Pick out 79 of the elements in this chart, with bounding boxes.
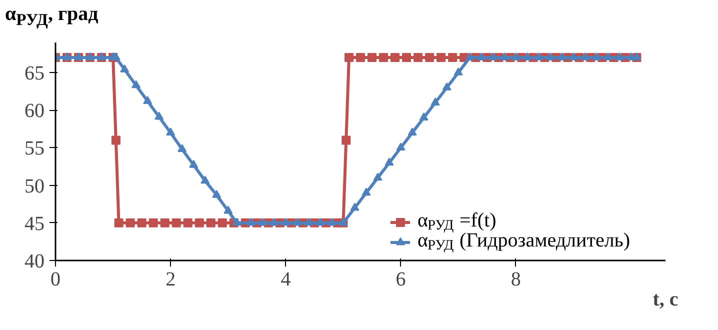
point <box>396 142 406 151</box>
point <box>603 52 612 60</box>
point <box>614 52 624 60</box>
point <box>476 52 486 60</box>
point <box>522 52 532 60</box>
point <box>580 52 590 60</box>
point <box>292 218 302 226</box>
point <box>327 218 336 226</box>
point <box>246 218 256 226</box>
point <box>342 136 351 145</box>
point <box>111 52 120 60</box>
x-tick-label: 6 <box>396 268 406 290</box>
point <box>143 96 152 104</box>
point <box>111 136 120 145</box>
point <box>368 53 377 62</box>
point <box>557 52 566 60</box>
point <box>114 218 124 228</box>
point <box>154 112 164 120</box>
point <box>160 218 170 228</box>
point <box>454 67 463 76</box>
point <box>132 80 141 88</box>
point <box>500 52 509 60</box>
point <box>212 190 222 198</box>
point <box>172 218 181 228</box>
y-tick-label: 45 <box>24 212 44 235</box>
point <box>200 176 210 184</box>
point <box>592 52 601 60</box>
point <box>384 158 394 166</box>
point <box>373 172 382 181</box>
point <box>120 64 130 72</box>
x-tick-label: 0 <box>50 268 60 290</box>
point <box>232 218 242 226</box>
y-tick-label: 65 <box>24 62 44 85</box>
x-tick-label: 8 <box>510 268 521 290</box>
point <box>194 218 204 228</box>
point <box>148 218 158 228</box>
point <box>511 52 520 60</box>
x-tick-label: 2 <box>166 268 176 290</box>
point <box>166 128 176 136</box>
point <box>137 218 146 228</box>
point <box>402 53 412 62</box>
point <box>488 52 498 60</box>
point <box>178 144 187 152</box>
point <box>270 218 279 226</box>
point <box>465 52 474 60</box>
y-tick-label: 55 <box>24 138 44 160</box>
point <box>258 218 268 226</box>
point <box>350 202 360 211</box>
point <box>546 52 555 60</box>
point <box>362 188 371 196</box>
point <box>281 218 290 226</box>
point <box>448 53 458 62</box>
y-axis-title: α$_{РУД}$, град <box>5 2 98 31</box>
point <box>224 206 233 214</box>
point <box>344 53 354 62</box>
point <box>568 52 578 60</box>
point <box>430 98 440 106</box>
y-tick-label: 50 <box>24 175 44 198</box>
point <box>206 218 216 228</box>
point <box>534 52 544 60</box>
y-tick-label: 40 <box>24 250 44 272</box>
point <box>419 112 428 120</box>
point <box>379 53 388 62</box>
point <box>425 53 434 62</box>
point <box>218 218 227 228</box>
x-tick-label: 4 <box>280 268 291 290</box>
x-axis-title: t, c <box>652 288 678 310</box>
point <box>442 82 452 90</box>
point <box>436 53 446 62</box>
point <box>126 218 135 228</box>
point <box>414 53 423 62</box>
point <box>390 53 400 62</box>
point <box>304 218 314 226</box>
y-tick-label: 60 <box>24 100 44 122</box>
point <box>316 218 325 226</box>
point <box>408 128 417 136</box>
point <box>356 53 365 62</box>
point <box>183 218 192 228</box>
point <box>189 160 198 168</box>
